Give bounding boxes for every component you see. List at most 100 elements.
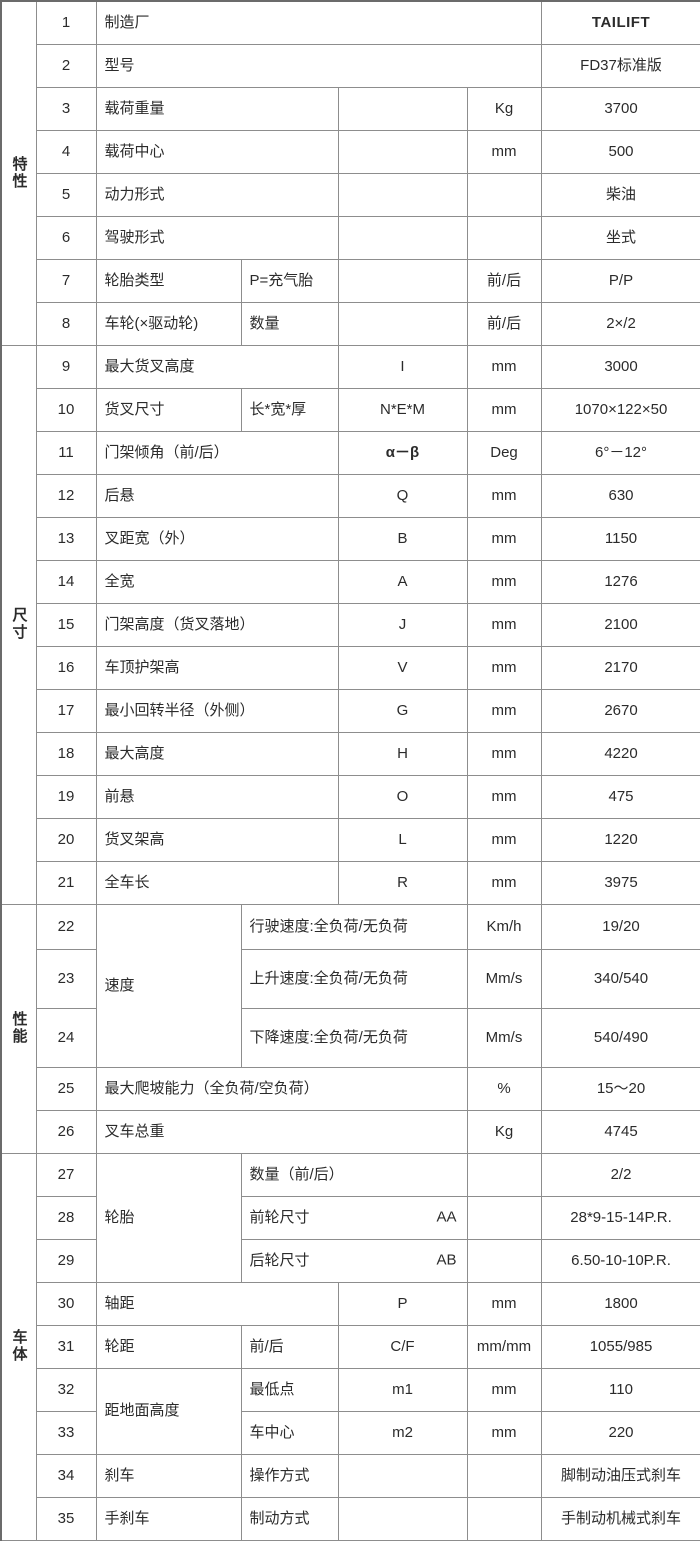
- row-symbol: Q: [337, 474, 468, 518]
- row-value: 220: [540, 1411, 700, 1455]
- row-unit: Kg: [466, 87, 542, 131]
- table-row: 性能 22 速度 行驶速度:全负荷/无负荷 Km/h 19/20: [0, 904, 700, 1154]
- row-description: 最大高度: [95, 732, 339, 776]
- row-subdescription: 行驶速度:全负荷/无负荷: [240, 904, 468, 950]
- row-unit: mm/mm: [466, 1325, 542, 1369]
- row-value: FD37标准版: [540, 44, 700, 88]
- row-value: 4220: [540, 732, 700, 776]
- row-description: 手刹车: [95, 1497, 242, 1541]
- row-unit: mm: [466, 732, 542, 776]
- row-number: 11: [35, 431, 97, 475]
- table-row: 23 上升速度:全负荷/无负荷 Mm/s 340/540: [1, 949, 700, 1009]
- row-description: 型号: [95, 44, 542, 88]
- row-description: 轮距: [95, 1325, 242, 1369]
- row-description: 最小回转半径（外侧）: [95, 689, 339, 733]
- row-unit: mm: [466, 775, 542, 819]
- row-unit: 前/后: [466, 302, 542, 346]
- table-row: 31 轮距 前/后 C/F mm/mm 1055/985: [1, 1325, 700, 1369]
- row-description: 载荷中心: [95, 130, 339, 174]
- row-unit: mm: [466, 818, 542, 862]
- row-symbol: A: [337, 560, 468, 604]
- category-label-performance: 性能: [0, 904, 37, 1154]
- table-row: 10 货叉尺寸 长*宽*厚 N*E*M mm 1070×122×50: [1, 388, 700, 432]
- row-value: 坐式: [540, 216, 700, 260]
- row-value: TAILIFT: [540, 0, 700, 45]
- row-number: 16: [35, 646, 97, 690]
- row-number: 8: [35, 302, 97, 346]
- row-subdescription: 前轮尺寸 AA: [240, 1196, 468, 1240]
- table-row: 15 门架高度（货叉落地） J mm 2100: [1, 603, 700, 647]
- row-number: 12: [35, 474, 97, 518]
- table-row: 21 全车长 R mm 3975: [1, 861, 700, 905]
- row-symbol: m1: [337, 1368, 468, 1412]
- row-number: 31: [35, 1325, 97, 1369]
- row-value: 110: [540, 1368, 700, 1412]
- row-symbol: N*E*M: [337, 388, 468, 432]
- row-symbol: I: [337, 345, 468, 389]
- table-row: 29 后轮尺寸 AB 6.50-10-10P.R.: [1, 1239, 700, 1283]
- row-value: 1070×122×50: [540, 388, 700, 432]
- row-symbol: [337, 130, 468, 174]
- row-number: 14: [35, 560, 97, 604]
- row-unit: [466, 173, 542, 217]
- row-value: 2/2: [540, 1153, 700, 1197]
- row-value: 28*9-15-14P.R.: [540, 1196, 700, 1240]
- row-description: 距地面高度: [95, 1368, 242, 1455]
- row-symbol: R: [337, 861, 468, 905]
- row-number: 3: [35, 87, 97, 131]
- row-description: 轮胎: [95, 1153, 242, 1283]
- row-subdescription: 数量（前/后）: [240, 1153, 468, 1197]
- row-number: 19: [35, 775, 97, 819]
- row-number: 27: [35, 1153, 97, 1197]
- row-value: 2670: [540, 689, 700, 733]
- table-row: 34 刹车 操作方式 脚制动油压式刹车: [1, 1454, 700, 1498]
- row-description: 车顶护架高: [95, 646, 339, 690]
- row-number: 18: [35, 732, 97, 776]
- row-subdescription: 上升速度:全负荷/无负荷: [240, 949, 468, 1009]
- row-unit: mm: [466, 1411, 542, 1455]
- row-subdescription-text: 前轮尺寸: [249, 1208, 310, 1226]
- row-value: 6°－12°: [540, 431, 700, 475]
- row-description: 货叉尺寸: [95, 388, 242, 432]
- row-unit: mm: [466, 345, 542, 389]
- row-value: 2100: [540, 603, 700, 647]
- row-subdescription-text: 数量（前/后）: [249, 1165, 344, 1183]
- row-number: 2: [35, 44, 97, 88]
- row-subdescription: 操作方式: [240, 1454, 339, 1498]
- row-unit: Kg: [466, 1110, 542, 1154]
- row-number: 1: [35, 0, 97, 45]
- row-value: 柴油: [540, 173, 700, 217]
- row-description: 轴距: [95, 1282, 339, 1326]
- row-description: 货叉架高: [95, 818, 339, 862]
- table-row: 14 全宽 A mm 1276: [1, 560, 700, 604]
- row-description: 后悬: [95, 474, 339, 518]
- row-value: 340/540: [540, 949, 700, 1009]
- row-symbol: [337, 216, 468, 260]
- row-unit: mm: [466, 130, 542, 174]
- row-number: 10: [35, 388, 97, 432]
- row-symbol: J: [337, 603, 468, 647]
- row-unit: Km/h: [466, 904, 542, 950]
- category-label-body: 车体: [0, 1153, 37, 1541]
- row-value: 630: [540, 474, 700, 518]
- row-symbol: O: [337, 775, 468, 819]
- row-symbol: H: [337, 732, 468, 776]
- table-row: 12 后悬 Q mm 630: [1, 474, 700, 518]
- row-unit: Deg: [466, 431, 542, 475]
- row-value: 1276: [540, 560, 700, 604]
- row-number: 5: [35, 173, 97, 217]
- row-value: 3000: [540, 345, 700, 389]
- table-row: 13 叉距宽（外） B mm 1150: [1, 517, 700, 561]
- row-unit: mm: [466, 1368, 542, 1412]
- row-value: 475: [540, 775, 700, 819]
- row-description: 轮胎类型: [95, 259, 242, 303]
- table-row: 2 型号 FD37标准版: [1, 44, 700, 88]
- row-subdescription: 最低点: [240, 1368, 339, 1412]
- row-subdescription: P=充气胎: [240, 259, 339, 303]
- row-description: 最大货叉高度: [95, 345, 339, 389]
- row-unit: [466, 1497, 542, 1541]
- row-subdescription: 长*宽*厚: [240, 388, 339, 432]
- row-description: 门架高度（货叉落地）: [95, 603, 339, 647]
- table-row: 25 最大爬坡能力（全负荷/空负荷） % 15～20: [1, 1067, 700, 1111]
